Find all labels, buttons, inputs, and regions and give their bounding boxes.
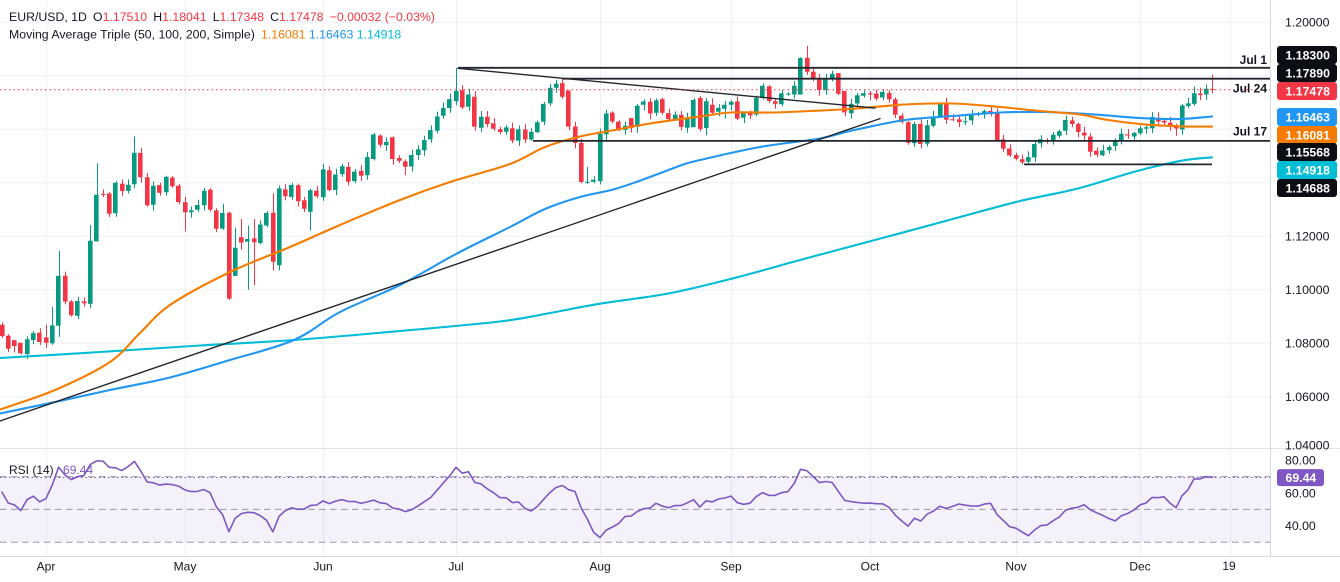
svg-text:Sep: Sep xyxy=(720,560,742,574)
svg-text:Apr: Apr xyxy=(37,560,56,574)
svg-text:Jul 1: Jul 1 xyxy=(1240,53,1268,67)
svg-text:19: 19 xyxy=(1222,559,1236,573)
svg-text:1.17478: 1.17478 xyxy=(1286,84,1331,98)
svg-text:Oct: Oct xyxy=(861,560,880,574)
svg-text:1.17890: 1.17890 xyxy=(1286,66,1331,80)
svg-text:40.00: 40.00 xyxy=(1285,519,1316,533)
svg-text:Jul: Jul xyxy=(448,560,463,574)
svg-text:1.06000: 1.06000 xyxy=(1285,390,1330,404)
svg-text:1.15568: 1.15568 xyxy=(1286,145,1331,159)
svg-text:80.00: 80.00 xyxy=(1285,454,1316,468)
svg-text:EUR/USD, 1D O1.17510 H1.18041: EUR/USD, 1D O1.17510 H1.18041 L1.17348 C… xyxy=(9,10,435,24)
svg-text:Nov: Nov xyxy=(1005,560,1026,574)
svg-text:Aug: Aug xyxy=(589,560,610,574)
svg-text:69.44: 69.44 xyxy=(1286,471,1317,485)
svg-text:1.20000: 1.20000 xyxy=(1285,16,1330,30)
svg-text:1.14918: 1.14918 xyxy=(1286,163,1331,177)
svg-text:Jun: Jun xyxy=(313,560,332,574)
svg-text:Jul 17: Jul 17 xyxy=(1233,125,1267,139)
svg-text:Jul 24: Jul 24 xyxy=(1233,82,1267,96)
svg-text:60.00: 60.00 xyxy=(1285,486,1316,500)
svg-text:1.04000: 1.04000 xyxy=(1285,438,1330,452)
svg-text:RSI (14) 69.44: RSI (14) 69.44 xyxy=(9,463,93,477)
svg-text:Moving Average Triple (50, 100: Moving Average Triple (50, 100, 200, Sim… xyxy=(9,28,401,42)
svg-text:Dec: Dec xyxy=(1129,560,1150,574)
svg-text:1.16081: 1.16081 xyxy=(1286,128,1331,142)
svg-text:1.16463: 1.16463 xyxy=(1286,110,1331,124)
svg-text:1.10000: 1.10000 xyxy=(1285,283,1330,297)
svg-text:1.18300: 1.18300 xyxy=(1286,48,1331,62)
svg-text:May: May xyxy=(174,560,197,574)
svg-text:1.08000: 1.08000 xyxy=(1285,337,1330,351)
svg-text:1.12000: 1.12000 xyxy=(1285,230,1330,244)
svg-text:1.14688: 1.14688 xyxy=(1286,181,1331,195)
